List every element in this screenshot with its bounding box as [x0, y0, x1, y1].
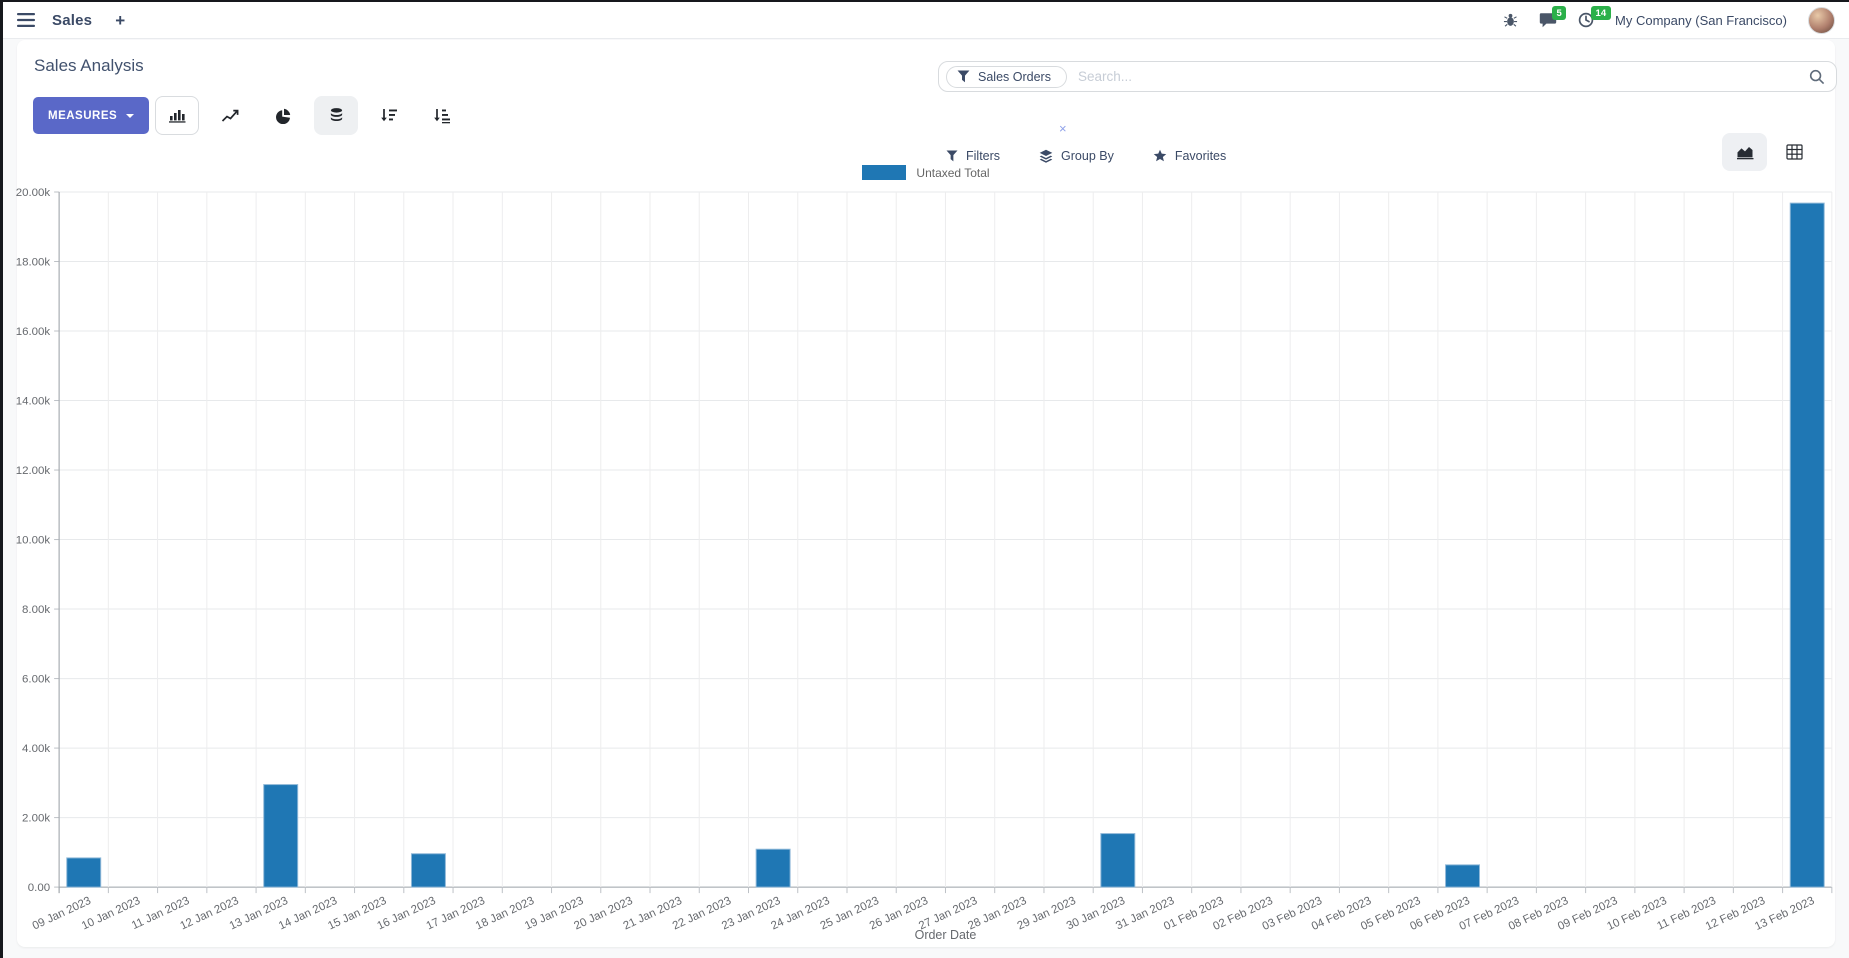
- y-tick-label: 8.00k: [22, 604, 50, 616]
- stacked-database-icon: [330, 108, 342, 122]
- y-tick-label: 2.00k: [22, 813, 50, 825]
- view-switcher: [1722, 133, 1817, 171]
- line-chart-icon: [221, 109, 239, 122]
- remove-facet-icon[interactable]: ×: [1059, 121, 1067, 136]
- filters-menu-label: Filters: [966, 148, 1001, 163]
- star-icon: [1153, 149, 1167, 162]
- user-avatar[interactable]: [1808, 6, 1835, 34]
- filter-funnel-icon: [957, 70, 970, 83]
- pie-chart-button[interactable]: [261, 96, 305, 135]
- area-graph-icon: [1736, 146, 1753, 159]
- filter-funnel-icon: [946, 150, 958, 161]
- y-tick-label: 4.00k: [22, 743, 50, 755]
- activities-count-badge: 14: [1591, 6, 1611, 21]
- search-bar[interactable]: Sales Orders: [938, 61, 1837, 92]
- chart-container: Untaxed Total 0.00 2.00k 4.00k 6.00k 8.00k 10…: [16, 160, 1835, 943]
- y-tick-label: 10.00k: [16, 535, 50, 547]
- favorites-menu-label: Favorites: [1174, 148, 1227, 163]
- bar-16 Jan 2023[interactable]: [410, 853, 446, 888]
- chart-toolbar: [155, 96, 464, 135]
- bar-23 Jan 2023[interactable]: [755, 848, 791, 888]
- sort-ascending-icon: [434, 108, 450, 123]
- search-input[interactable]: [1075, 68, 1800, 85]
- legend-label: Untaxed Total: [916, 165, 990, 180]
- page-background: Sales Analysis MEASURES: [3, 39, 1849, 958]
- legend-swatch: [862, 165, 907, 181]
- y-tick-label: 20.00k: [16, 187, 50, 199]
- y-tick-label: 6.00k: [22, 674, 50, 686]
- company-switcher[interactable]: My Company (San Francisco): [1615, 12, 1787, 28]
- favorites-menu[interactable]: Favorites: [1153, 149, 1226, 163]
- activities-clock-icon[interactable]: 14: [1578, 6, 1611, 28]
- messages-icon[interactable]: 5: [1539, 6, 1567, 28]
- bar-06 Feb 2023[interactable]: [1444, 864, 1480, 888]
- search-facet-sales-orders[interactable]: Sales Orders: [946, 65, 1067, 88]
- measures-button-label: MEASURES: [48, 109, 118, 122]
- y-tick-label: 14.00k: [16, 395, 50, 407]
- graph-view-button[interactable]: [1722, 133, 1767, 171]
- caret-down-icon: [126, 113, 135, 118]
- sort-descending-button[interactable]: [367, 96, 411, 135]
- filters-menu[interactable]: Filters: [946, 149, 1000, 163]
- chart-legend[interactable]: Untaxed Total: [862, 160, 990, 186]
- pie-chart-icon: [276, 108, 291, 124]
- layers-icon: [1039, 149, 1053, 163]
- bar-chart: 0.00 2.00k 4.00k 6.00k 8.00k 10.00k 12.00k 14.0…: [16, 187, 1832, 942]
- x-axis-title: Order Date: [914, 928, 976, 942]
- bar-13 Jan 2023[interactable]: [262, 784, 298, 888]
- y-tick-label: 12.00k: [16, 465, 50, 477]
- content-card: Sales Analysis MEASURES: [16, 40, 1837, 947]
- top-navbar: Sales + 5 14 My Company (San Francisco): [3, 2, 1849, 39]
- new-tab-plus-button[interactable]: +: [115, 10, 126, 30]
- sort-ascending-button[interactable]: [420, 96, 464, 135]
- group-by-menu[interactable]: Group By: [1039, 149, 1114, 163]
- magnifier-icon[interactable]: [1809, 69, 1825, 85]
- y-tick-label: 0.00: [27, 882, 49, 894]
- debug-bug-icon[interactable]: [1503, 12, 1518, 28]
- sort-descending-icon: [381, 108, 397, 121]
- search-options-row: Filters Group By Favorites: [946, 136, 1226, 175]
- y-tick-label: 16.00k: [16, 326, 50, 338]
- bar-09 Jan 2023[interactable]: [65, 857, 101, 888]
- bar-30 Jan 2023[interactable]: [1099, 833, 1135, 888]
- pivot-view-button[interactable]: [1772, 133, 1817, 171]
- y-tick-label: 18.00k: [16, 256, 50, 268]
- apps-menu-icon[interactable]: [17, 13, 35, 27]
- app-name-sales[interactable]: Sales: [52, 11, 93, 29]
- group-by-menu-label: Group By: [1061, 148, 1114, 163]
- page-title: Sales Analysis: [34, 56, 144, 75]
- stacked-toggle-button[interactable]: [314, 96, 358, 135]
- measures-button[interactable]: MEASURES: [33, 97, 150, 134]
- messages-count-badge: 5: [1552, 6, 1567, 21]
- bar-chart-button[interactable]: [155, 96, 199, 135]
- search-facet-label: Sales Orders: [978, 69, 1051, 84]
- line-chart-button[interactable]: [208, 96, 252, 135]
- bar-13 Feb 2023[interactable]: [1789, 202, 1825, 888]
- bar-chart-icon: [169, 110, 186, 123]
- pivot-table-icon: [1786, 144, 1803, 160]
